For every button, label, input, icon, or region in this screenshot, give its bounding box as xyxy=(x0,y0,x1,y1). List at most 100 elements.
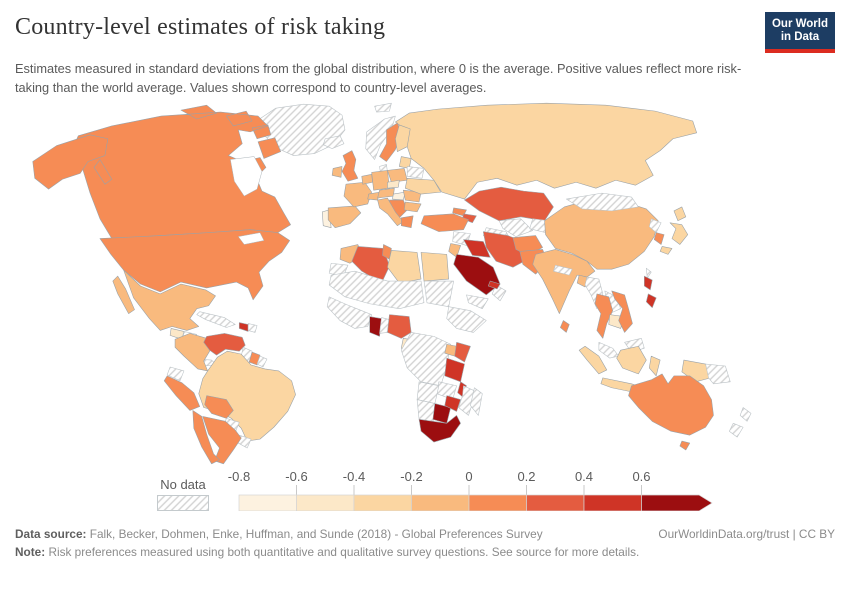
legend-tick-label: -0.2 xyxy=(400,469,422,484)
legend-bin--0.6 to -0.4[interactable] xyxy=(296,494,355,511)
country-oman[interactable] xyxy=(491,284,507,301)
country-south-korea[interactable] xyxy=(653,232,665,245)
citation-link[interactable]: OurWorldinData.org/trust | CC BY xyxy=(658,526,835,541)
country-cuba[interactable] xyxy=(196,311,236,328)
legend-no-data[interactable]: No data xyxy=(157,477,209,511)
country-finland[interactable] xyxy=(395,124,411,152)
footer: Data source: Falk, Becker, Dohmen, Enke,… xyxy=(15,525,835,562)
data-source-label: Data source: xyxy=(15,526,87,541)
country-japan[interactable] xyxy=(659,206,689,255)
country-iceland[interactable] xyxy=(322,135,345,149)
country-brazil[interactable] xyxy=(198,350,296,442)
legend-tick-label: -0.8 xyxy=(228,469,250,484)
country-kenya[interactable] xyxy=(454,341,471,363)
country-west-africa[interactable] xyxy=(326,296,372,329)
country-egypt[interactable] xyxy=(420,251,450,282)
country-south-africa[interactable] xyxy=(418,414,461,443)
country-ireland[interactable] xyxy=(331,165,343,178)
country-germany[interactable] xyxy=(371,169,390,191)
country-nepal[interactable] xyxy=(553,264,573,276)
country-sudan[interactable] xyxy=(423,280,454,307)
country-ghana[interactable] xyxy=(369,316,382,337)
country-suriname[interactable] xyxy=(248,351,261,366)
country-india[interactable] xyxy=(532,248,596,314)
legend-bin-0.2 to 0.4[interactable] xyxy=(526,494,585,511)
country-dominican-republic[interactable] xyxy=(247,322,258,333)
country-haiti[interactable] xyxy=(238,321,249,332)
country-sweden[interactable] xyxy=(379,122,402,162)
country-french-guiana[interactable] xyxy=(256,355,268,368)
country-turkey[interactable] xyxy=(420,213,469,232)
country-czechia[interactable] xyxy=(387,179,400,189)
country-horn-of-africa[interactable] xyxy=(446,306,487,333)
country-tanzania[interactable] xyxy=(444,357,465,382)
country-argentina[interactable] xyxy=(202,415,242,464)
country-uzbekistan[interactable] xyxy=(498,218,533,237)
country-libya[interactable] xyxy=(387,249,422,284)
country-saudi-arabia[interactable] xyxy=(453,253,501,295)
data-source-line: Data source: Falk, Becker, Dohmen, Enke,… xyxy=(15,525,543,543)
hudson-bay xyxy=(230,156,263,197)
owid-logo[interactable]: Our World in Data xyxy=(764,12,835,54)
country-thailand[interactable] xyxy=(594,293,614,339)
legend-bin-0 to 0.2[interactable] xyxy=(468,494,527,511)
country-france[interactable] xyxy=(343,181,372,207)
country-bangladesh[interactable] xyxy=(576,274,588,288)
country-sri-lanka[interactable] xyxy=(560,320,570,333)
country-azerbaijan[interactable] xyxy=(462,213,477,223)
data-source-text[interactable]: Falk, Becker, Dohmen, Enke, Huffman, and… xyxy=(89,526,543,541)
country-iraq[interactable] xyxy=(463,238,491,258)
country-italy[interactable] xyxy=(377,197,404,226)
country-mongolia[interactable] xyxy=(565,192,639,211)
country-central-africa[interactable] xyxy=(400,331,451,386)
country-ukraine[interactable] xyxy=(404,177,442,195)
country-peru[interactable] xyxy=(163,375,201,411)
country-usa[interactable] xyxy=(32,134,290,300)
country-papua-new-guinea[interactable] xyxy=(705,363,731,384)
note-line: Note: Risk preferences measured using bo… xyxy=(15,543,639,561)
country-hungary[interactable] xyxy=(392,191,406,201)
country-uk[interactable] xyxy=(341,150,359,182)
chart-subtitle: Estimates measured in standard deviation… xyxy=(15,61,742,95)
country-new-zealand[interactable] xyxy=(728,406,752,438)
country-bulgaria[interactable] xyxy=(403,201,422,212)
country-vietnam[interactable] xyxy=(611,290,633,333)
country-belarus[interactable] xyxy=(406,165,425,179)
country-colombia[interactable] xyxy=(174,332,210,371)
country-taiwan[interactable] xyxy=(646,267,652,279)
country-sahel[interactable] xyxy=(328,270,425,309)
country-russia[interactable] xyxy=(395,102,697,200)
country-poland[interactable] xyxy=(387,167,408,183)
legend-bin-more than 0.6[interactable] xyxy=(641,494,713,511)
country-yemen[interactable] xyxy=(466,294,489,309)
country-greece[interactable] xyxy=(400,215,414,228)
country-australia[interactable] xyxy=(628,373,714,451)
country-madagascar[interactable] xyxy=(470,387,483,416)
owid-logo-line1: Our World xyxy=(771,18,828,30)
legend-bin--0.8 to -0.6[interactable] xyxy=(238,494,297,511)
country-netherlands-belgium[interactable] xyxy=(361,173,373,185)
no-data-label: No data xyxy=(160,476,206,492)
country-venezuela[interactable] xyxy=(203,332,246,356)
legend-bin--0.2 to 0[interactable] xyxy=(411,494,470,511)
world-map xyxy=(15,101,835,467)
legend-bin--0.4 to -0.2[interactable] xyxy=(353,494,412,511)
legend-bin-0.4 to 0.6[interactable] xyxy=(583,494,642,511)
country-philippines[interactable] xyxy=(644,275,657,308)
great-lakes xyxy=(237,232,265,245)
country-zimbabwe[interactable] xyxy=(444,395,461,412)
country-austria[interactable] xyxy=(377,187,395,199)
country-svalbard[interactable] xyxy=(374,102,392,113)
country-kazakhstan[interactable] xyxy=(464,186,554,221)
country-canada[interactable] xyxy=(72,104,291,239)
country-chile[interactable] xyxy=(192,409,220,464)
country-mexico[interactable] xyxy=(112,269,216,331)
country-ecuador[interactable] xyxy=(166,366,185,381)
legend-tick-label: -0.6 xyxy=(285,469,307,484)
no-data-swatch[interactable] xyxy=(157,494,209,511)
country-spain[interactable] xyxy=(327,205,362,228)
country-uae[interactable] xyxy=(487,280,501,289)
country-nigeria[interactable] xyxy=(387,314,412,339)
country-norway[interactable] xyxy=(365,115,396,160)
